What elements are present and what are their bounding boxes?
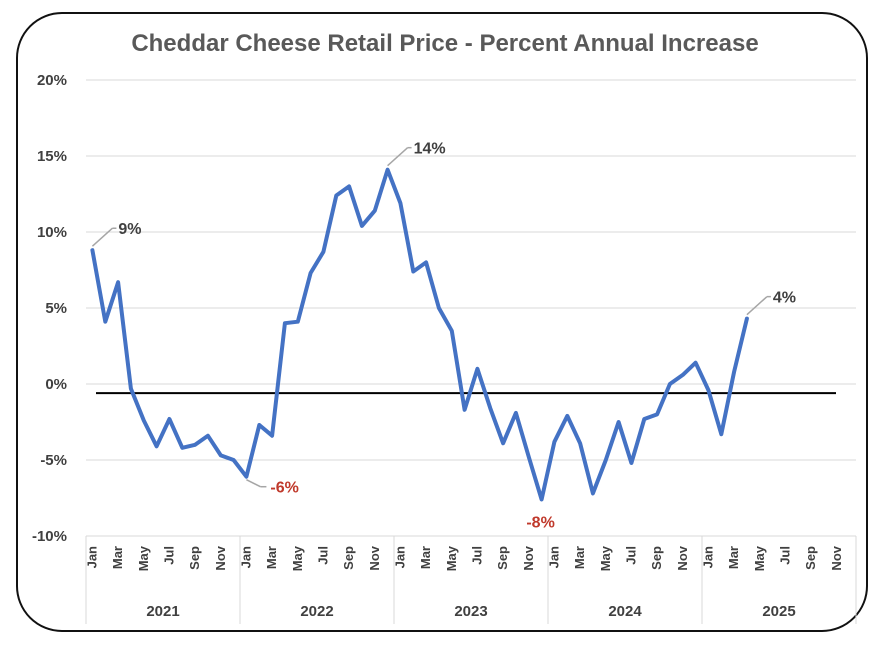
x-tick-label: Jul xyxy=(161,546,176,565)
x-tick-label: Mar xyxy=(264,546,279,569)
y-tick-label: 15% xyxy=(37,148,67,165)
leader-line xyxy=(746,296,768,316)
y-tick-label: 5% xyxy=(45,300,67,317)
leader-line xyxy=(387,147,409,167)
year-label: 2025 xyxy=(762,603,795,620)
x-tick-label: Jan xyxy=(700,546,715,568)
x-tick-label: Jan xyxy=(84,546,99,568)
year-label: 2021 xyxy=(146,603,179,620)
x-tick-label: Sep xyxy=(649,546,664,570)
x-tick-label: Sep xyxy=(187,546,202,570)
x-tick-label: Mar xyxy=(418,546,433,569)
x-tick-label: May xyxy=(752,545,767,571)
x-tick-label: Jul xyxy=(315,546,330,565)
x-tick-label: Jul xyxy=(777,546,792,565)
annotations: 9% -6% 14% -8% 4% xyxy=(91,141,796,532)
year-label: 2023 xyxy=(454,603,487,620)
x-tick-label: Jul xyxy=(623,546,638,565)
x-tick-label: Mar xyxy=(572,546,587,569)
series xyxy=(90,167,749,502)
x-tick-label: Nov xyxy=(521,545,536,570)
data-label: -6% xyxy=(270,480,298,497)
data-label: 4% xyxy=(773,290,796,307)
x-axis: Jan Mar May Jul Sep Nov 2021 Jan Mar May Jul Sep Nov… xyxy=(84,536,857,624)
y-tick-label: 10% xyxy=(37,224,67,241)
data-label: 14% xyxy=(414,141,446,158)
series-line xyxy=(90,167,749,502)
chart-title: Cheddar Cheese Retail Price - Percent An… xyxy=(131,30,758,57)
y-axis-ticks: 20% 15% 10% 5% 0% -5% -10% xyxy=(32,72,67,545)
x-tick-label: Mar xyxy=(726,546,741,569)
x-tick-label: May xyxy=(598,545,613,571)
x-tick-label: Sep xyxy=(341,546,356,570)
y-tick-label: -5% xyxy=(40,452,67,469)
leader-line xyxy=(246,479,261,488)
x-tick-label: Nov xyxy=(829,545,844,570)
x-tick-label: Jan xyxy=(238,546,253,568)
x-tick-label: May xyxy=(136,545,151,571)
y-tick-label: -10% xyxy=(32,528,67,545)
x-tick-label: May xyxy=(290,545,305,571)
data-label: -8% xyxy=(526,515,554,532)
chart-frame xyxy=(16,12,868,632)
x-tick-label: May xyxy=(444,545,459,571)
x-tick-label: Mar xyxy=(110,546,125,569)
leader-line xyxy=(91,227,113,247)
x-tick-label: Jan xyxy=(392,546,407,568)
gridlines xyxy=(86,79,856,537)
x-tick-label: Nov xyxy=(675,545,690,570)
year-label: 2024 xyxy=(608,603,642,620)
year-label: 2022 xyxy=(300,603,333,620)
x-tick-label: Sep xyxy=(495,546,510,570)
y-tick-label: 20% xyxy=(37,72,67,89)
x-tick-label: Jul xyxy=(469,546,484,565)
x-tick-label: Sep xyxy=(803,546,818,570)
y-tick-label: 0% xyxy=(45,376,67,393)
x-tick-label: Nov xyxy=(367,545,382,570)
x-tick-label: Nov xyxy=(213,545,228,570)
data-label: 9% xyxy=(118,221,141,238)
x-tick-label: Jan xyxy=(546,546,561,568)
